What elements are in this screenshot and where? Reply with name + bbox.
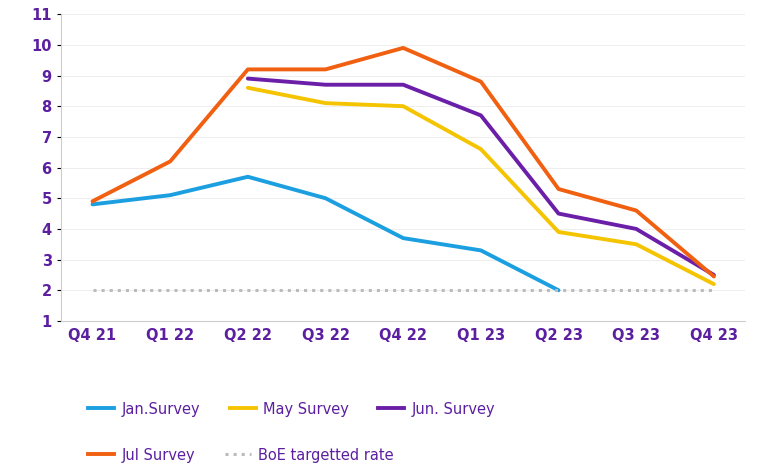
May Survey xyxy=(399,103,408,109)
Jul Survey xyxy=(710,274,719,279)
Jul Survey xyxy=(476,79,485,84)
Legend: Jul Survey, BoE targetted rate: Jul Survey, BoE targetted rate xyxy=(82,442,399,468)
Jun. Survey xyxy=(243,76,253,82)
Jul Survey xyxy=(321,67,330,72)
Jan.Survey xyxy=(166,193,175,198)
Jun. Survey xyxy=(554,211,563,216)
May Survey xyxy=(243,85,253,91)
Jun. Survey xyxy=(321,82,330,88)
BoE targetted rate xyxy=(321,287,330,293)
Jan.Survey xyxy=(554,287,563,293)
Jun. Survey xyxy=(476,112,485,118)
BoE targetted rate xyxy=(88,287,97,293)
Line: Jun. Survey: Jun. Survey xyxy=(248,79,714,275)
BoE targetted rate xyxy=(399,287,408,293)
Jan.Survey xyxy=(243,174,253,180)
Jul Survey xyxy=(399,45,408,51)
BoE targetted rate xyxy=(554,287,563,293)
May Survey xyxy=(554,229,563,235)
Jun. Survey xyxy=(710,272,719,278)
Jan.Survey xyxy=(321,195,330,201)
May Survey xyxy=(321,101,330,106)
BoE targetted rate xyxy=(710,287,719,293)
May Survey xyxy=(710,281,719,287)
Line: May Survey: May Survey xyxy=(248,88,714,284)
Jul Survey xyxy=(88,198,97,204)
Jun. Survey xyxy=(399,82,408,88)
Jul Survey xyxy=(166,159,175,164)
BoE targetted rate xyxy=(166,287,175,293)
BoE targetted rate xyxy=(631,287,641,293)
Jan.Survey xyxy=(88,202,97,207)
May Survey xyxy=(476,146,485,152)
Jan.Survey xyxy=(476,247,485,253)
Jul Survey xyxy=(631,208,641,213)
May Survey xyxy=(631,241,641,247)
BoE targetted rate xyxy=(476,287,485,293)
BoE targetted rate xyxy=(243,287,253,293)
Jun. Survey xyxy=(631,226,641,232)
Jan.Survey xyxy=(399,235,408,241)
Line: Jul Survey: Jul Survey xyxy=(92,48,714,277)
Jul Survey xyxy=(554,186,563,192)
Jul Survey xyxy=(243,67,253,72)
Line: Jan.Survey: Jan.Survey xyxy=(92,177,558,290)
